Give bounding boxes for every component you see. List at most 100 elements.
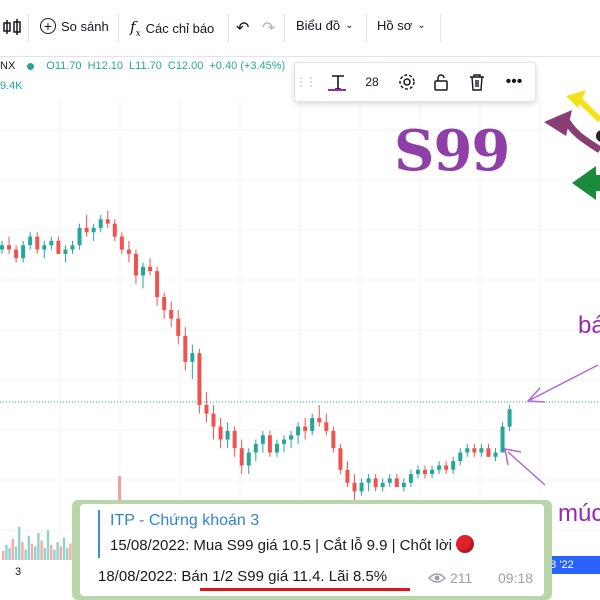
right-annotation-text[interactable]: bá [578,312,600,339]
candle-body [408,474,413,483]
volume-bar [59,546,62,560]
lock-icon[interactable] [427,63,455,101]
candle-body [14,249,19,259]
volume-bar [24,549,27,560]
candle-body [260,435,265,444]
yellow-arrowhead [566,90,586,108]
candle-body [486,448,491,457]
volume-bar [21,542,24,560]
volume-bar [66,548,69,560]
plum-arrowhead [544,110,572,136]
candle-body [211,413,216,427]
toolbar-divider [28,14,29,42]
candle-body [63,249,68,254]
volume-value: 9.4K [0,80,23,92]
candle-body [148,266,153,272]
right-annotation-text[interactable]: múc [558,500,600,527]
candle-body [0,245,4,250]
volume-bar [5,545,8,560]
message-line-2-text: Bán 1/2 S99 giá 11.4. Lãi 8.5% [181,568,388,585]
compare-button[interactable]: + So sánh [40,18,109,34]
candle-body [7,245,12,250]
profile-label: Hồ sơ [377,18,413,33]
candlestick-series [0,210,512,500]
yellow-arrow [575,96,600,123]
chart-type-dropdown[interactable]: Biểu đồ ⌄ [296,18,353,33]
text-tool-icon[interactable] [325,63,351,101]
message-title[interactable]: ITP - Chứng khoán 3 [110,512,260,529]
candle-body [331,430,336,449]
fx-icon: fx [130,18,141,39]
undo-icon[interactable]: ↶ [236,20,250,37]
candle-body [437,465,442,470]
message-line-2-date: 18/08/2022: [98,568,182,585]
candle-body [472,448,477,453]
candle-body [105,219,110,224]
more-icon[interactable]: ••• [505,73,523,90]
message-time: 09:18 [498,570,534,586]
candle-body [126,249,131,254]
volume-bar [11,539,14,560]
drawing-toolbar: ⋮⋮ 28 ••• [294,62,536,102]
candle-body [465,448,470,453]
top-toolbar: + So sánh fx Các chỉ báo ↶ ↷ Biểu đồ ⌄ H… [0,0,600,57]
toolbar-divider [284,14,285,42]
candle-body [366,478,371,483]
trash-icon[interactable] [463,63,491,101]
reply-quote-bar [98,510,100,558]
redo-icon[interactable]: ↷ [262,20,276,37]
volume-bar [50,545,53,560]
volume-bar [62,537,66,560]
candle-body [49,240,54,246]
candle-body [70,245,75,250]
candle-body [289,435,294,440]
candle-body [415,469,420,475]
market-status-dot [27,62,35,70]
candle-body [507,409,512,427]
volume-bar [2,551,5,560]
candle-body [225,430,230,440]
plum-arrow [562,118,600,153]
candle-body [35,236,40,250]
indicators-button[interactable]: fx Các chỉ báo [130,18,214,39]
volume-bar [69,543,72,560]
candle-body [310,417,315,431]
toolbar-divider [366,14,367,42]
purple-arrow-line [507,451,546,486]
candle-body [479,448,484,453]
chevron-down-icon: ⌄ [345,20,354,31]
candles-icon[interactable] [2,18,24,36]
volume-bar [34,546,37,560]
volume-bar [43,548,46,560]
chat-message[interactable]: ITP - Chứng khoán 3 15/08/2022: Mua S99 … [80,504,544,596]
toolbar-divider [118,14,119,42]
symbol-label[interactable]: NX [0,60,16,72]
volume-bar [37,533,40,560]
profile-dropdown[interactable]: Hồ sơ ⌄ [377,18,426,33]
volume-bar [53,549,56,560]
volume-bar [27,536,30,560]
x-axis-label: 3 [15,566,22,578]
candle-body [380,482,385,488]
price-chart[interactable] [0,56,600,600]
font-size-field[interactable]: 28 [365,75,379,89]
open-value: O11.70 [46,60,82,72]
candle-body [84,227,89,233]
text-tool-active-indicator [328,89,346,91]
candle-body [190,353,195,362]
candle-body [387,478,392,483]
gear-icon[interactable] [393,63,421,101]
candle-body [239,448,244,466]
candle-body [345,469,350,483]
candle-body [204,405,209,414]
toolbar-divider [440,14,441,42]
chart-text-annotation[interactable]: S99 [394,118,510,184]
candle-body [324,422,329,431]
indicators-label: Các chỉ báo [145,21,215,36]
candle-body [317,417,322,423]
volume-bar [56,542,59,560]
drag-handle-icon[interactable]: ⋮⋮ [295,75,317,89]
candle-body [183,335,188,362]
dark-shape [596,130,600,142]
volume-bar [8,548,11,560]
